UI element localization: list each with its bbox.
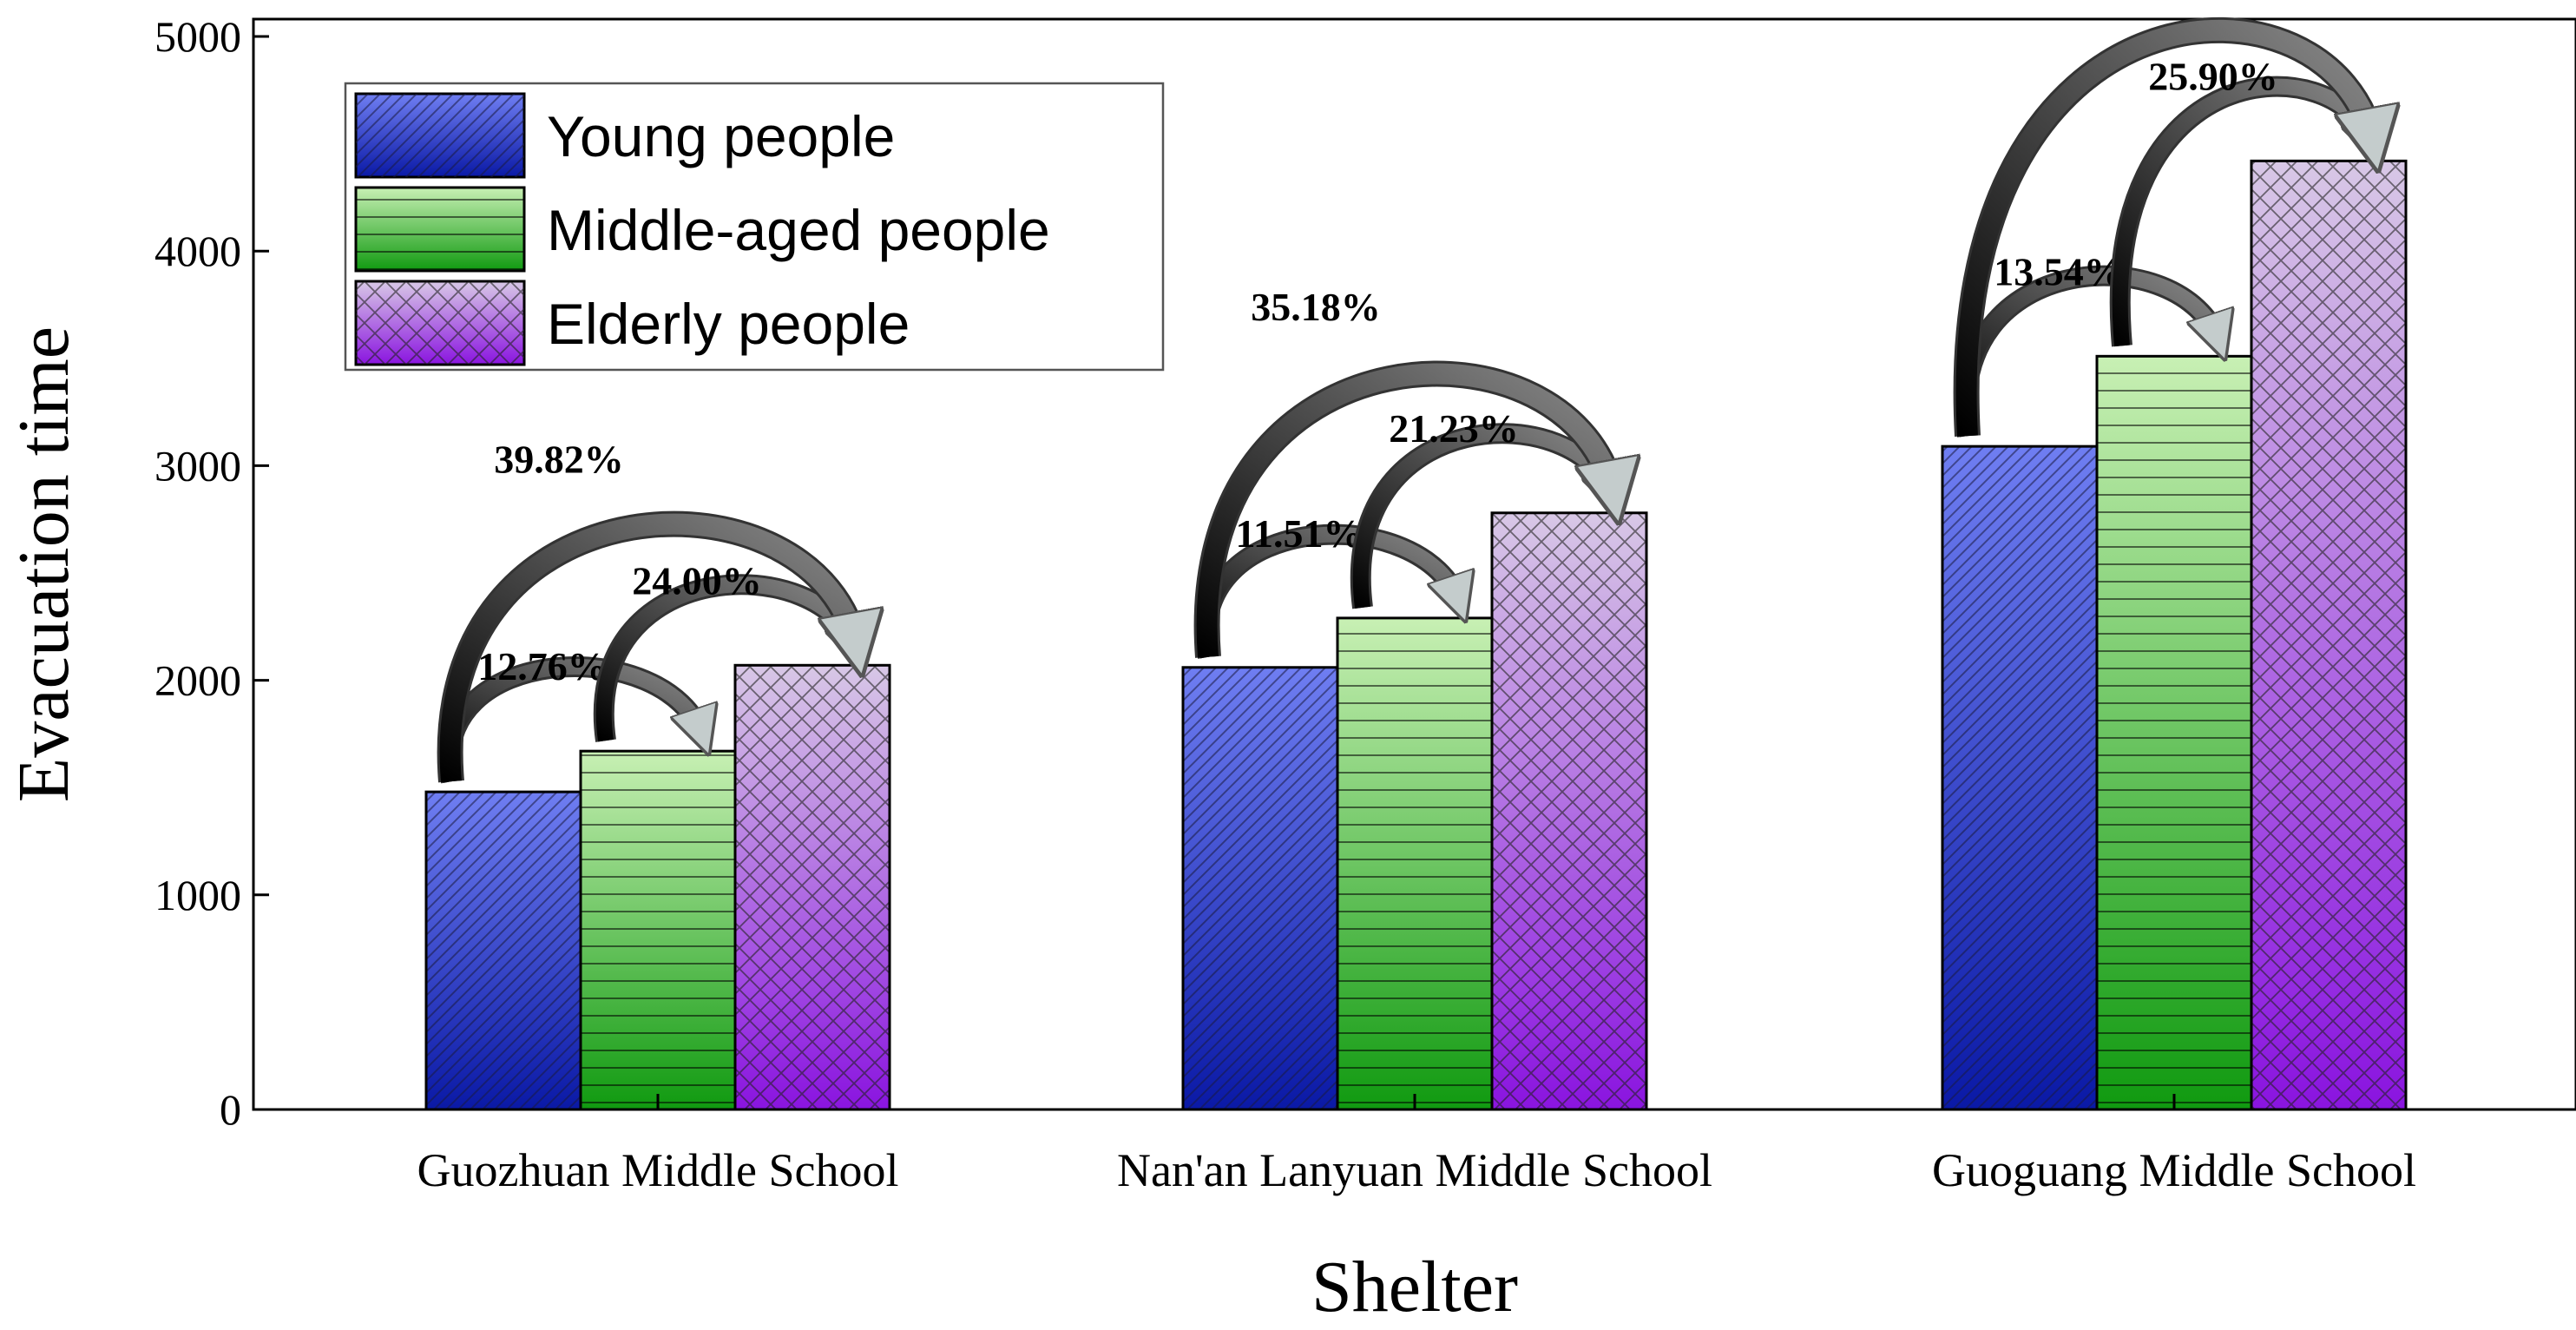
legend-swatch-middle-aged-hatch xyxy=(356,188,524,271)
change-percent-label: 25.90% xyxy=(2148,54,2278,98)
change-percent-label: 21.23% xyxy=(1389,406,1519,451)
y-axis: 0 1000 2000 3000 4000 5000 xyxy=(154,12,269,1134)
bar-middle-aged-hatch xyxy=(1336,616,1494,1111)
bar-middle-aged-hatch xyxy=(579,749,737,1111)
change-percent-label: 35.18% xyxy=(1251,285,1381,329)
legend-item-young: Young people xyxy=(354,92,895,179)
x-category-label: Nan'an Lanyuan Middle School xyxy=(1117,1144,1712,1196)
change-percent-label: 11.51% xyxy=(1236,511,1364,556)
x-axis: Guozhuan Middle School Nan'an Lanyuan Mid… xyxy=(417,1094,2416,1196)
change-arrows: 12.76% 24.00% 39.82% 11.51% 21.23% 35.18% 13.5… xyxy=(437,16,2374,784)
x-axis-title: Shelter xyxy=(1311,1247,1518,1327)
legend-swatch-elderly-hatch xyxy=(356,281,524,365)
bar-middle-aged-hatch xyxy=(2095,354,2253,1111)
y-tick-label: 4000 xyxy=(154,227,241,275)
x-category-label: Guoguang Middle School xyxy=(1932,1144,2416,1196)
change-percent-label: 39.82% xyxy=(494,437,624,481)
legend-label-young: Young people xyxy=(547,104,895,168)
y-tick-label: 1000 xyxy=(154,871,241,919)
y-tick-label: 5000 xyxy=(154,12,241,61)
legend-item-middle-aged: Middle-aged people xyxy=(354,186,1050,273)
change-arrow xyxy=(1955,19,2374,437)
bar-young-hatch xyxy=(1941,444,2099,1111)
legend-swatch-young-hatch xyxy=(356,94,524,177)
y-tick-label: 0 xyxy=(220,1085,241,1134)
change-percent-label: 12.76% xyxy=(477,644,608,688)
x-category-label: Guozhuan Middle School xyxy=(417,1144,899,1196)
bar-elderly-hatch xyxy=(1490,511,1648,1111)
bar-young-hatch xyxy=(424,790,582,1111)
bar-young-hatch xyxy=(1181,666,1339,1111)
legend-item-elderly: Elderly people xyxy=(354,280,910,366)
bars xyxy=(424,159,2408,1111)
y-tick-label: 2000 xyxy=(154,656,241,705)
bar-elderly-hatch xyxy=(2250,159,2408,1111)
legend: Young people Middle-aged people Elderly … xyxy=(344,82,1165,372)
change-percent-label: 13.54% xyxy=(1994,249,2124,293)
y-tick-label: 3000 xyxy=(154,441,241,490)
change-arrow xyxy=(1196,363,1614,658)
change-percent-label: 24.00% xyxy=(632,558,762,602)
y-axis-title: Evacuation time xyxy=(3,326,84,802)
change-arrow xyxy=(439,513,858,783)
bar-elderly-hatch xyxy=(733,663,891,1111)
legend-label-middle-aged: Middle-aged people xyxy=(547,198,1050,262)
legend-label-elderly: Elderly people xyxy=(547,292,910,356)
